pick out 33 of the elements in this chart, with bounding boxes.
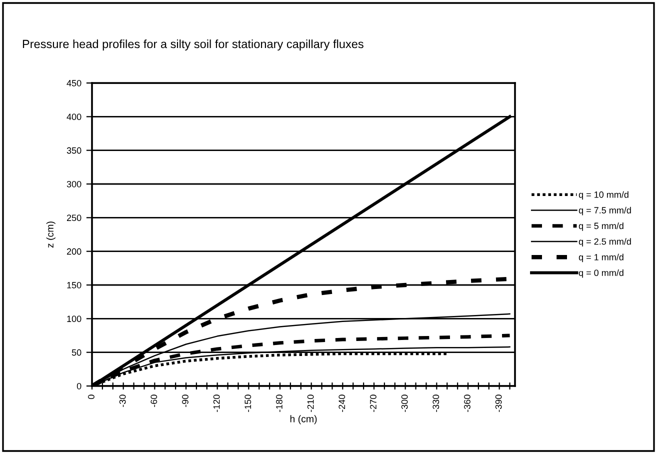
y-tick-label: 400	[66, 114, 82, 120]
legend-label: q = 10 mm/d	[578, 191, 628, 200]
x-tick-label: -360	[464, 394, 470, 412]
y-tick-label: 300	[66, 180, 82, 188]
x-tick-label: -30	[119, 394, 126, 407]
x-tick-label: -210	[307, 394, 314, 412]
y-tick-label: 200	[66, 248, 82, 255]
y-axis-title: z (cm)	[46, 222, 56, 248]
y-tick-label: 100	[67, 316, 82, 322]
x-tick-label: -240	[338, 394, 346, 412]
y-tick-label: 250	[66, 214, 82, 222]
legend-label: q = 0 mm/d	[578, 269, 624, 278]
x-tick-label: -180	[276, 394, 282, 412]
x-tick-label: -120	[213, 394, 220, 412]
chart-title: Pressure head profiles for a silty soil for stationary capillary fluxes	[22, 40, 364, 50]
x-tick-label: -270	[370, 394, 376, 412]
x-tick-label: -390	[495, 394, 502, 412]
x-tick-label: -60	[150, 394, 158, 407]
legend-label: q = 7.5 mm/d	[578, 206, 631, 216]
y-tick-label: 50	[72, 349, 82, 356]
legend-label: q = 1 mm/d	[578, 254, 624, 262]
x-tick-label: -90	[182, 394, 188, 407]
x-axis-title: h (cm)	[290, 415, 317, 424]
y-tick-label: 350	[66, 147, 82, 154]
x-tick-label: 0	[88, 394, 94, 399]
legend-label: q = 5 mm/d	[578, 222, 624, 231]
x-tick-label: -330	[432, 394, 440, 412]
y-tick-label: 450	[66, 80, 82, 86]
x-tick-label: -150	[244, 394, 252, 412]
y-tick-label: 150	[67, 282, 82, 288]
legend-label: q = 2.5 mm/d	[578, 238, 631, 247]
x-tick-label: -300	[401, 394, 408, 412]
y-tick-label: 0	[76, 382, 82, 390]
